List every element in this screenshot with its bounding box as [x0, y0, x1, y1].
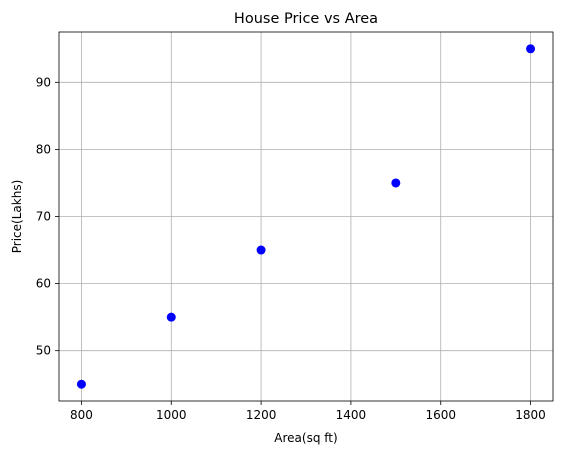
y-axis-label: Price(Lakhs) [10, 180, 24, 253]
plot-frame [58, 31, 554, 402]
x-tick-label: 800 [70, 408, 93, 422]
y-tick-label: 90 [36, 75, 51, 89]
x-tick-label: 1000 [156, 408, 187, 422]
data-point [256, 245, 266, 255]
data-point [76, 379, 86, 389]
y-axis-ticks: 50 60 70 80 90 [36, 75, 59, 358]
grid-lines [59, 32, 553, 401]
y-tick-label: 50 [36, 344, 51, 358]
x-tick-label: 1400 [336, 408, 367, 422]
y-tick-label: 70 [36, 210, 51, 224]
data-point [526, 44, 536, 54]
chart-title: House Price vs Area [234, 11, 378, 27]
x-axis-ticks: 800 1000 1200 1400 1600 1800 [70, 401, 546, 422]
data-point [391, 178, 401, 188]
x-axis-label: Area(sq ft) [274, 431, 337, 445]
y-tick-label: 60 [36, 277, 51, 291]
x-tick-label: 1800 [515, 408, 546, 422]
x-tick-label: 1600 [425, 408, 456, 422]
y-tick-label: 80 [36, 142, 51, 156]
x-tick-label: 1200 [246, 408, 277, 422]
data-points [76, 44, 536, 389]
data-point [166, 312, 176, 322]
